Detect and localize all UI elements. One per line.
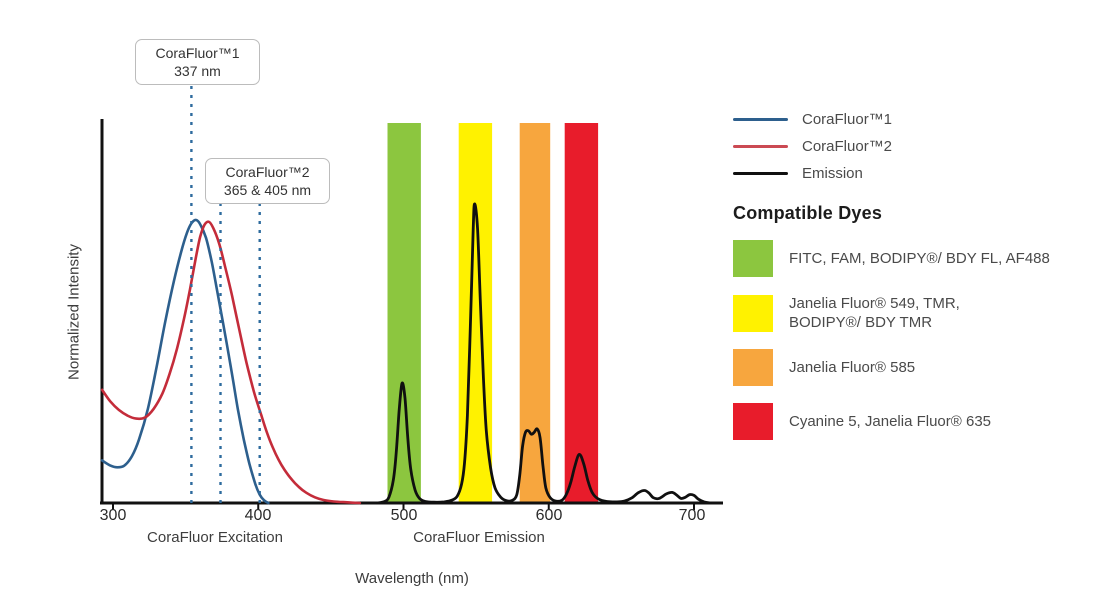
band-green [387,123,421,503]
legend-panel: CoraFluor™1 CoraFluor™2 Emission Compati… [733,106,1101,440]
series-curve-2 [376,202,712,505]
y-axis-label: Normalized Intensity [65,244,83,380]
series-curve-1 [100,220,362,505]
series-curve-0 [100,218,270,505]
dye-item-red: Cyanine 5, Janelia Fluor® 635 [733,403,1101,440]
x-tick-label: 300 [99,507,127,524]
legend-item-label: Emission [802,165,863,182]
dye-label-line: BODIPY®/ BDY TMR [789,314,933,331]
dye-label-line: Janelia Fluor® 585 [789,359,916,376]
x-axis-label: Wavelength (nm) [355,570,469,587]
dye-color-swatch [733,240,773,277]
x-tick-label: 400 [244,507,272,524]
legend-line-swatch [733,118,788,121]
band-red [564,123,599,503]
legend-item-label: CoraFluor™1 [802,111,893,128]
x-tick-label: 600 [535,507,563,524]
annotation-value: 365 & 405 nm [223,182,312,198]
dye-color-swatch [733,403,773,440]
dye-item-orange: Janelia Fluor® 585 [733,349,1101,386]
emission-region-label: CoraFluor Emission [413,529,545,546]
legend-item-corafluor1: CoraFluor™1 [733,106,1101,133]
legend-item-emission: Emission [733,160,1101,187]
legend-item-corafluor2: CoraFluor™2 [733,133,1101,160]
legend-line-swatch [733,172,788,175]
dye-label-line: Janelia Fluor® 549, TMR, [789,295,960,312]
dye-color-swatch [733,294,773,332]
annotation-corafluor2: CoraFluor™2 365 & 405 nm [205,158,330,204]
annotation-title: CoraFluor™2 [225,164,310,180]
dye-color-swatch [733,349,773,386]
annotation-value: 337 nm [174,63,221,79]
compatible-dyes-list: FITC, FAM, BODIPY®/ BDY FL, AF488 Janeli… [733,240,1101,440]
dye-item-green: FITC, FAM, BODIPY®/ BDY FL, AF488 [733,240,1101,277]
dye-label: FITC, FAM, BODIPY®/ BDY FL, AF488 [789,249,1050,268]
legend-item-label: CoraFluor™2 [802,138,893,155]
dye-label-line: Cyanine 5, Janelia Fluor® 635 [789,413,992,430]
annotation-title: CoraFluor™1 [155,45,240,61]
dye-label-line: FITC, FAM, BODIPY®/ BDY FL, AF488 [789,250,1050,267]
dye-label: Janelia Fluor® 585 [789,358,915,377]
x-tick-label: 500 [390,507,418,524]
annotation-corafluor1: CoraFluor™1 337 nm [135,39,260,85]
dye-label: Janelia Fluor® 549, TMR, BODIPY®/ BDY TM… [789,294,960,332]
compatible-dyes-heading: Compatible Dyes [733,203,883,223]
excitation-region-label: CoraFluor Excitation [147,529,283,546]
dye-item-yellow: Janelia Fluor® 549, TMR, BODIPY®/ BDY TM… [733,294,1101,332]
legend-line-swatch [733,145,788,148]
spectra-chart [100,86,723,510]
dye-label: Cyanine 5, Janelia Fluor® 635 [789,412,991,431]
x-tick-label: 700 [678,507,706,524]
band-orange [519,123,551,503]
